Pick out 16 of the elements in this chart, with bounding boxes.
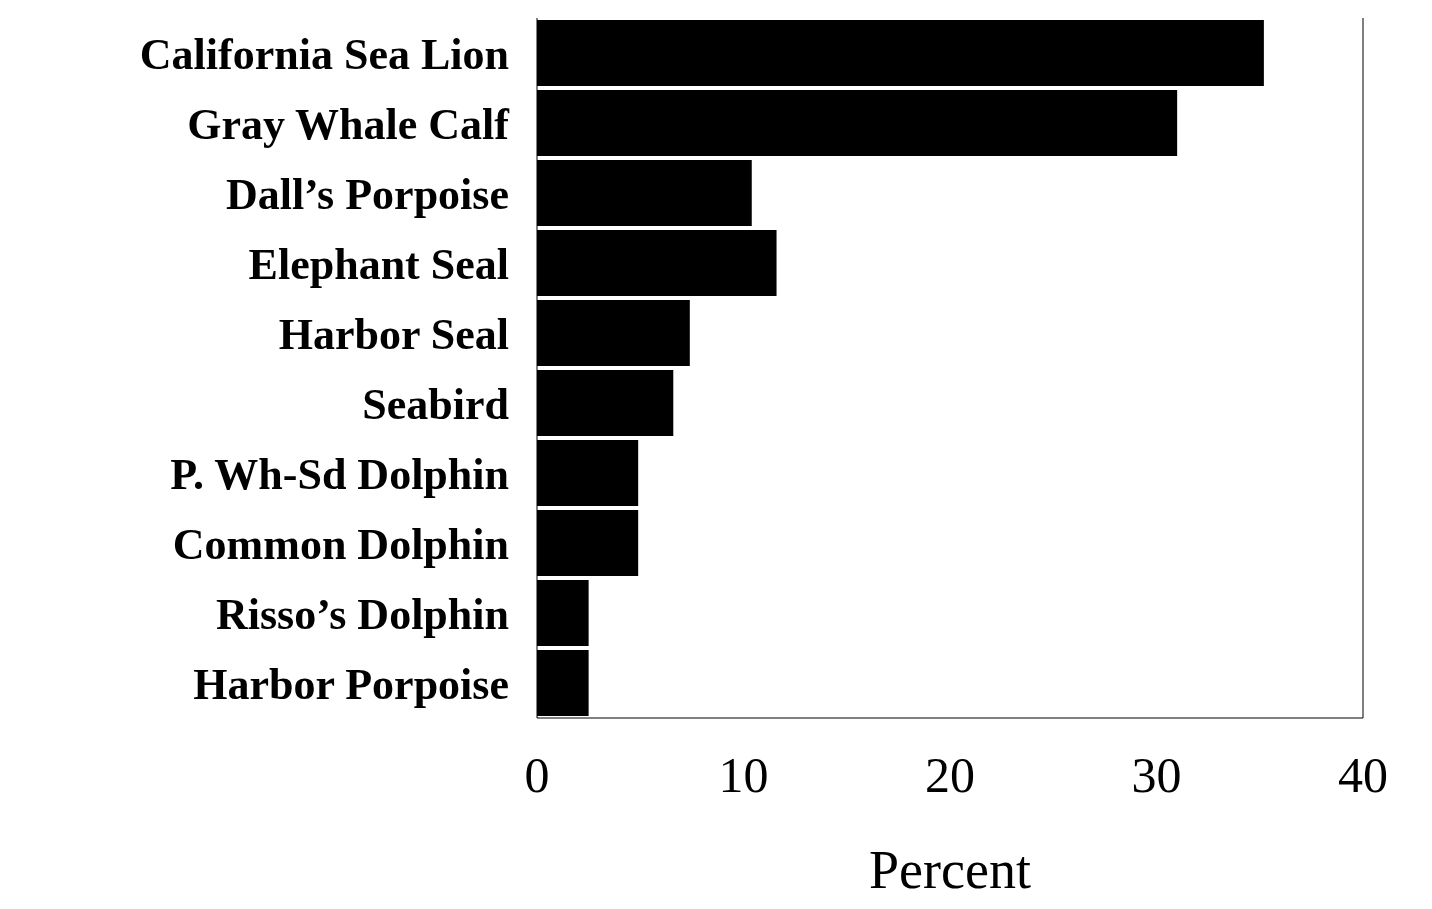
y-tick-label: California Sea Lion [139,29,509,79]
x-axis-title: Percent [869,840,1031,900]
y-tick-label: Risso’s Dolphin [215,589,509,639]
y-tick-label: Gray Whale Calf [187,99,511,149]
y-tick-label: Common Dolphin [172,519,509,569]
y-tick-label: Dall’s Porpoise [225,169,509,219]
y-tick-label: Harbor Porpoise [193,659,509,709]
x-tick-label: 20 [925,746,975,803]
x-tick-label: 10 [718,746,769,803]
x-tick-label: 0 [524,746,550,803]
x-tick-label: 30 [1131,746,1182,803]
x-tick-label: 40 [1338,746,1388,803]
y-tick-label: Elephant Seal [248,239,509,289]
y-tick-label: Harbor Seal [278,309,509,359]
y-tick-label: Seabird [362,379,509,429]
y-tick-label: P. Wh-Sd Dolphin [170,449,509,499]
